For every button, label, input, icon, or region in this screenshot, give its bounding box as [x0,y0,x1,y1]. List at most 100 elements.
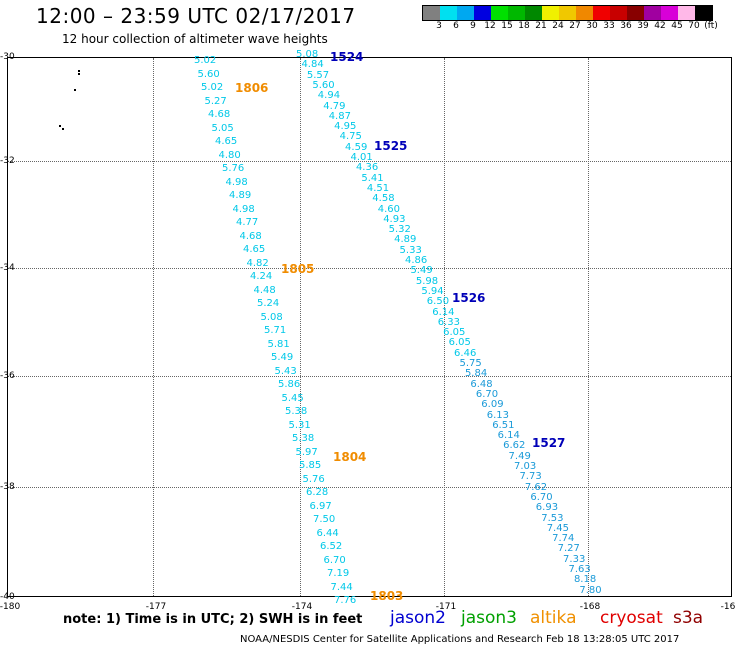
wave-height-label: 7.73 [519,471,542,483]
wave-height-label: 6.70 [475,388,499,400]
footnote: note: 1) Time is in UTC; 2) SWH is in fe… [63,612,363,627]
map-frame [7,57,732,597]
colorbar-label: 45 [671,21,683,31]
y-tick-label: -38 [0,482,15,492]
colorbar-swatch [542,6,559,20]
wave-height-label: 6.52 [320,541,343,552]
wave-height-label: 4.36 [355,162,379,174]
colorbar-swatch [457,6,474,20]
pass-label-1524: 1524 [330,50,364,64]
wave-height-label: 6.97 [309,500,332,512]
wave-height-label: 7.62 [524,481,548,493]
wave-height-label: 4.79 [323,100,346,112]
wave-height-label: 7.76 [334,595,357,606]
wave-height-label: 5.33 [399,244,422,256]
colorbar-label: (ft) [704,21,718,31]
y-tick-label: -32 [0,156,15,166]
wave-height-label: 5.38 [285,406,308,417]
colorbar-swatch [695,6,712,20]
grid-line-lat-34 [8,268,731,269]
colorbar-label: 36 [620,21,632,31]
island-marker [74,89,76,91]
wave-height-label: 7.80 [579,584,602,596]
pass-label-1805: 1805 [281,262,315,276]
wave-height-label: 4.82 [246,257,269,269]
wave-height-label: 5.38 [292,433,315,444]
wave-height-label: 4.77 [236,217,259,228]
wave-height-label: 4.98 [225,176,248,188]
wave-height-label: 7.74 [552,533,575,545]
wave-height-label: 4.95 [334,121,357,133]
colorbar-label: 42 [654,21,666,31]
colorbar-label: 21 [535,21,547,31]
wave-height-label: 5.75 [459,358,482,369]
grid-line-lon-168 [588,58,589,596]
wave-height-label: 5.05 [211,122,234,134]
colorbar-swatch [559,6,576,20]
wave-height-label: 5.43 [274,365,297,377]
wave-height-label: 7.03 [514,461,537,472]
colorbar-label: 27 [569,21,581,31]
grid-line-lon-174 [300,58,301,596]
pass-label-1527: 1527 [532,436,566,450]
wave-height-label: 4.58 [372,193,395,205]
wave-height-label: 5.94 [421,285,444,297]
wave-height-label: 5.49 [410,265,433,277]
colorbar-swatch [440,6,457,20]
colorbar-label: 12 [484,21,496,31]
wave-height-label: 5.08 [296,49,319,60]
wave-height-label: 4.65 [243,244,266,255]
wave-height-label: 6.13 [486,409,510,421]
wave-height-label: 6.50 [426,296,450,308]
wave-height-label: 6.14 [432,306,455,318]
legend-jason3: jason3 [461,608,517,628]
wave-height-label: 5.76 [222,163,245,174]
colorbar-swatch [627,6,644,20]
map-subtitle: 12 hour collection of altimeter wave hei… [62,32,328,46]
colorbar-swatch [593,6,610,20]
wave-height-label: 7.50 [313,514,336,525]
wave-height-label: 6.28 [306,487,329,498]
wave-height-label: 5.31 [288,419,311,431]
wave-height-label: 5.84 [464,368,488,380]
wave-height-label: 7.44 [330,581,353,593]
wave-height-label: 6.51 [492,419,515,431]
wave-height-label: 4.98 [232,203,255,215]
y-tick-label: -30 [0,52,15,62]
colorbar-label: 70 [688,21,700,31]
colorbar-swatch [576,6,593,20]
y-tick-label: -34 [0,263,15,273]
colorbar-label: 9 [470,21,476,31]
wave-height-label: 6.05 [448,337,471,349]
map-title: 12:00 – 23:59 UTC 02/17/2017 [36,4,356,28]
y-tick-label: -40 [0,592,15,602]
wave-height-label: 8.18 [573,574,597,586]
pass-label-1525: 1525 [374,139,408,153]
wave-height-label: 5.45 [281,392,304,404]
wave-height-label: 7.53 [541,512,564,524]
wave-height-label: 6.93 [535,502,559,514]
colorbar-label: 30 [586,21,598,31]
pass-label-1526: 1526 [452,291,486,305]
wave-height-label: 5.60 [197,68,220,80]
wave-height-label: 7.27 [557,543,580,555]
wave-height-label: 6.14 [497,430,520,442]
island-marker [78,70,80,72]
colorbar-label: 6 [453,21,459,31]
wave-height-label: 5.57 [306,69,330,81]
wave-height-label: 4.24 [250,271,273,282]
grid-line-lat-38 [8,487,731,488]
colorbar-swatch [474,6,491,20]
wave-height-label: 5.27 [204,95,227,107]
wave-height-label: 4.86 [405,255,428,266]
grid-line-lat-32 [8,161,731,162]
x-tick-label: -177 [145,602,167,612]
wave-height-label: 5.76 [302,473,325,485]
wave-height-label: 5.98 [415,275,439,287]
island-marker [62,128,64,130]
colorbar-swatch [644,6,661,20]
wave-height-label: 6.09 [481,399,504,411]
colorbar-label: 18 [518,21,530,31]
wave-height-label: 5.41 [361,172,384,184]
pass-label-1806: 1806 [235,81,269,95]
